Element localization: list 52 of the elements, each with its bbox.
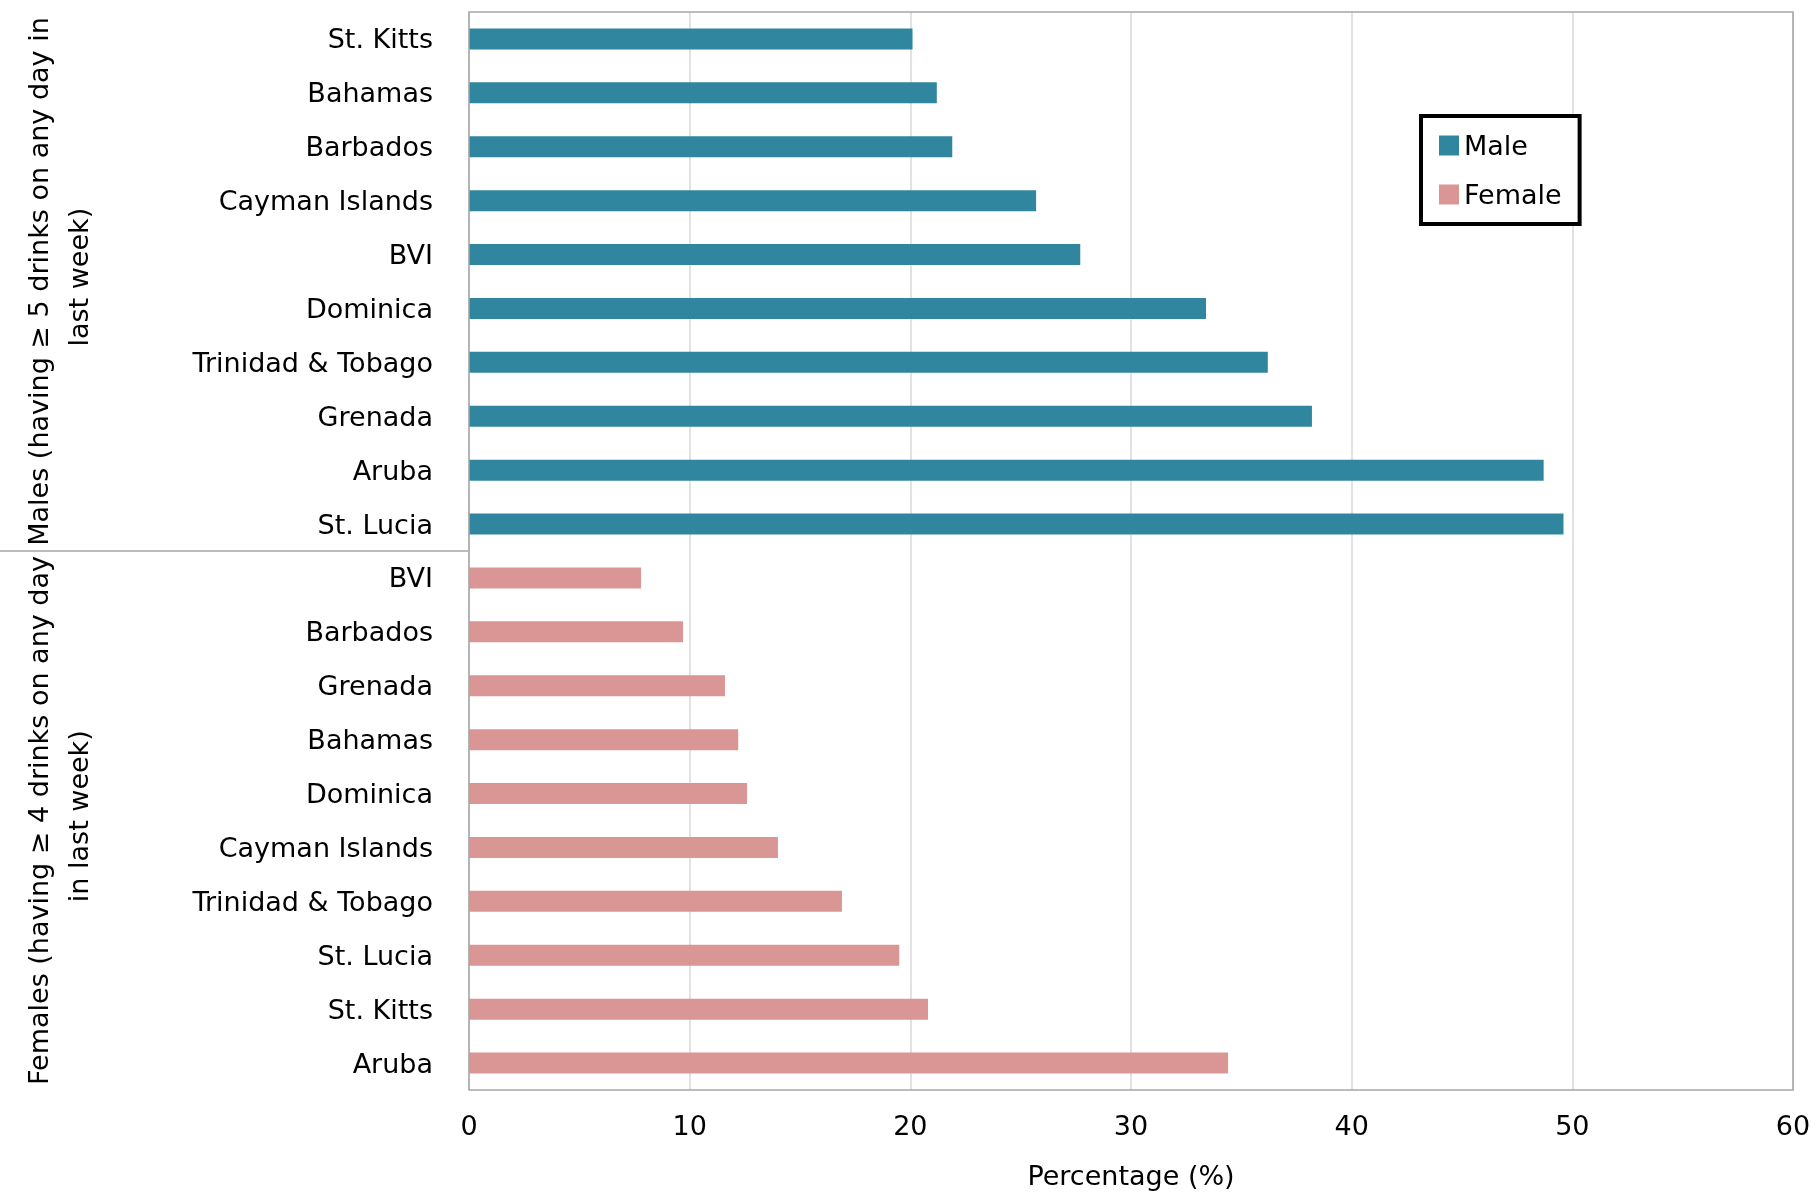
y-tick-label: Grenada <box>317 670 433 702</box>
bar <box>469 890 842 912</box>
legend-label: Female <box>1464 179 1562 210</box>
bar <box>469 190 1037 212</box>
y-tick-label: Bahamas <box>307 724 433 756</box>
bar <box>469 351 1268 373</box>
x-tick-label: 10 <box>672 1110 707 1141</box>
text: Females (having ≥ 4 drinks on any day in last week) <box>22 555 94 1085</box>
text: Males (having ≥ 5 drinks on any day in last week) <box>22 17 94 546</box>
y-tick-label: Bahamas <box>307 77 433 109</box>
y-tick-label: BVI <box>388 562 433 594</box>
y-tick-label: Trinidad & Tobago <box>191 885 433 917</box>
bar <box>469 513 1564 535</box>
x-tick-label: 60 <box>1775 1110 1811 1141</box>
y-tick-label: St. Kitts <box>327 23 433 55</box>
bar <box>469 136 953 158</box>
y-tick-label: St. Kitts <box>327 993 433 1025</box>
y-tick-label: Barbados <box>305 616 433 648</box>
bar <box>469 297 1207 319</box>
bar <box>469 621 684 643</box>
bar <box>469 567 642 589</box>
y-tick-label: BVI <box>388 239 433 271</box>
bar <box>469 405 1312 427</box>
y-tick-label: Grenada <box>317 400 433 432</box>
y-tick-label: Trinidad & Tobago <box>191 346 433 378</box>
bar <box>469 1052 1229 1074</box>
x-axis-title: Percentage (%) <box>1027 1160 1235 1191</box>
bar <box>469 244 1081 266</box>
y-tick-label: Dominica <box>305 292 433 324</box>
y-tick-label: Dominica <box>305 778 433 810</box>
bar <box>469 459 1544 481</box>
bar <box>469 783 748 805</box>
bar <box>469 82 937 104</box>
y-tick-label: Barbados <box>305 131 433 163</box>
y-tick-label: Aruba <box>352 1047 433 1079</box>
y-tick-label: Cayman Islands <box>218 185 433 217</box>
y-tick-label: St. Lucia <box>317 508 433 540</box>
bar <box>469 998 928 1020</box>
bar <box>469 729 739 751</box>
y-tick-label: Cayman Islands <box>218 831 433 863</box>
x-tick-label: 40 <box>1334 1110 1369 1141</box>
bar <box>469 28 913 50</box>
y-tick-label: St. Lucia <box>317 939 433 971</box>
bar <box>469 944 900 966</box>
x-tick-label: 50 <box>1555 1110 1590 1141</box>
x-tick-label: 30 <box>1113 1110 1149 1141</box>
y-tick-label: Aruba <box>352 454 433 486</box>
bar <box>469 675 725 697</box>
x-tick-label: 0 <box>460 1110 478 1141</box>
bar <box>469 836 778 858</box>
legend-label: Male <box>1464 130 1528 161</box>
x-tick-label: 20 <box>893 1110 928 1141</box>
